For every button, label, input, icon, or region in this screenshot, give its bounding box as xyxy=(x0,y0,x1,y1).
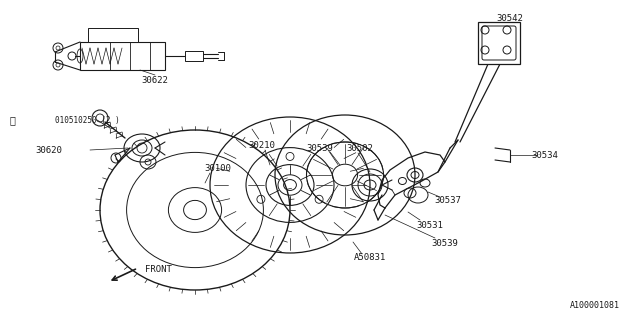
Text: 30622: 30622 xyxy=(141,76,168,84)
Text: 30100: 30100 xyxy=(205,164,232,172)
Text: FRONT: FRONT xyxy=(145,266,172,275)
Bar xyxy=(88,28,138,42)
FancyBboxPatch shape xyxy=(482,26,516,60)
Text: A100001081: A100001081 xyxy=(570,301,620,310)
Bar xyxy=(185,51,203,61)
Text: 30534: 30534 xyxy=(532,150,559,159)
Text: 30531: 30531 xyxy=(417,220,444,229)
Text: 30537: 30537 xyxy=(435,196,461,204)
Text: 30542: 30542 xyxy=(497,13,524,22)
Text: 30539: 30539 xyxy=(431,238,458,247)
Text: 010510250 (2 ): 010510250 (2 ) xyxy=(55,116,120,124)
Text: A50831: A50831 xyxy=(354,253,386,262)
Text: 30620: 30620 xyxy=(35,146,62,155)
Text: 30210: 30210 xyxy=(248,140,275,149)
Text: Ⓑ: Ⓑ xyxy=(9,115,15,125)
Bar xyxy=(80,42,165,70)
Text: 30539: 30539 xyxy=(307,143,333,153)
FancyBboxPatch shape xyxy=(478,22,520,64)
Text: 30502: 30502 xyxy=(347,143,373,153)
